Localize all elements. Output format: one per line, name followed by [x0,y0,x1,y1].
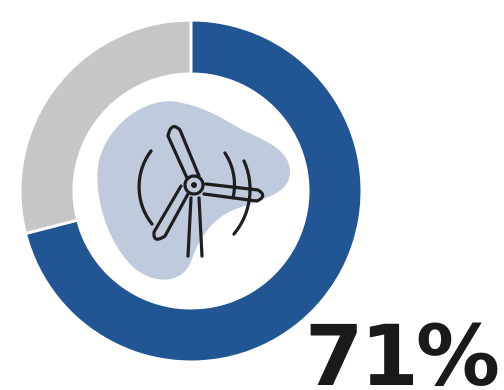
wind-turbine-icon [137,125,265,258]
donut-slice-remainder [18,18,193,236]
percentage-label: 71% [305,307,498,390]
donut-slice-primary [23,18,364,364]
donut-slices [18,18,364,364]
